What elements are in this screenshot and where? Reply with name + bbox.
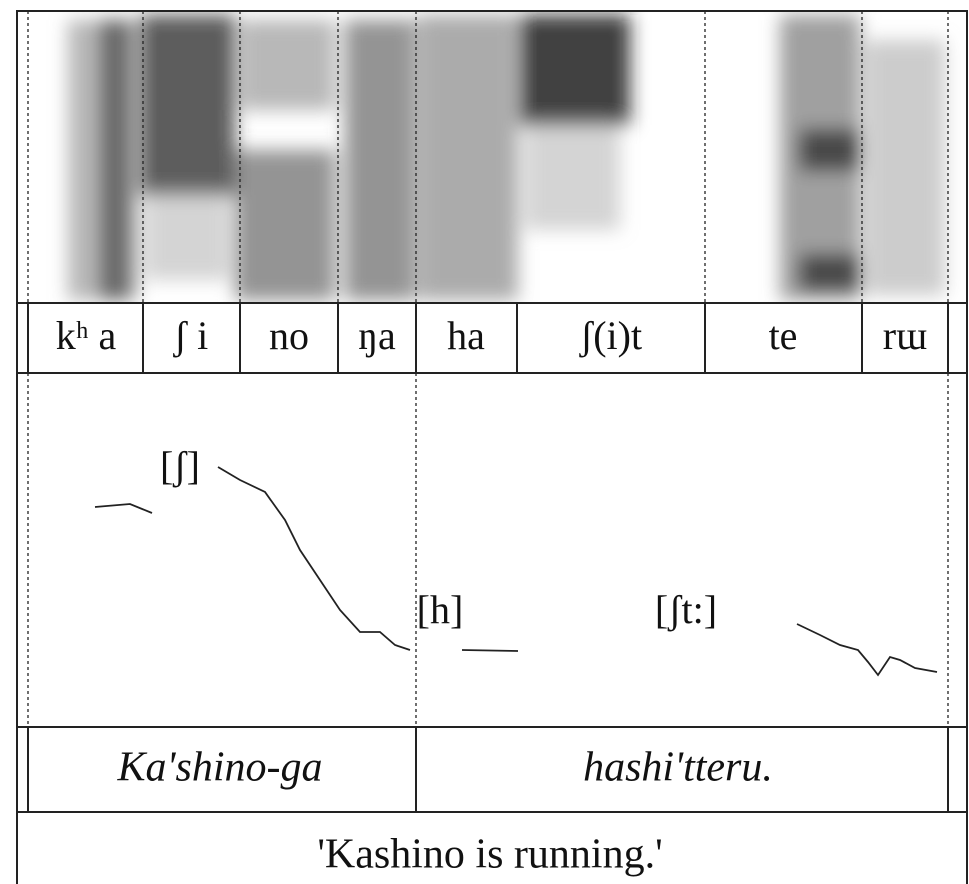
segment-label: ŋa — [358, 313, 396, 358]
translation: 'Kashino is running.' — [317, 832, 662, 878]
segment-label: te — [769, 313, 798, 358]
boundaries — [27, 11, 949, 727]
spectrogram — [68, 15, 945, 300]
segment-label: kʰ a — [56, 313, 117, 358]
pitch-track — [94, 466, 938, 677]
pitch-label: [h] — [417, 587, 464, 632]
word: hashi'tteru. — [583, 745, 773, 791]
segment-label: rɯ — [883, 313, 927, 358]
frame — [16, 10, 968, 884]
segment-label: ha — [447, 313, 485, 358]
segment-label: no — [269, 313, 309, 358]
word: Ka'shino-ga — [117, 745, 323, 791]
segment-dividers — [27, 303, 949, 812]
segment-label: ʃ(i)t — [579, 313, 642, 358]
pitch-label: [ʃ] — [160, 443, 200, 488]
pitch-label: [ʃt:] — [655, 587, 717, 632]
segment-label: ʃ i — [173, 313, 208, 358]
